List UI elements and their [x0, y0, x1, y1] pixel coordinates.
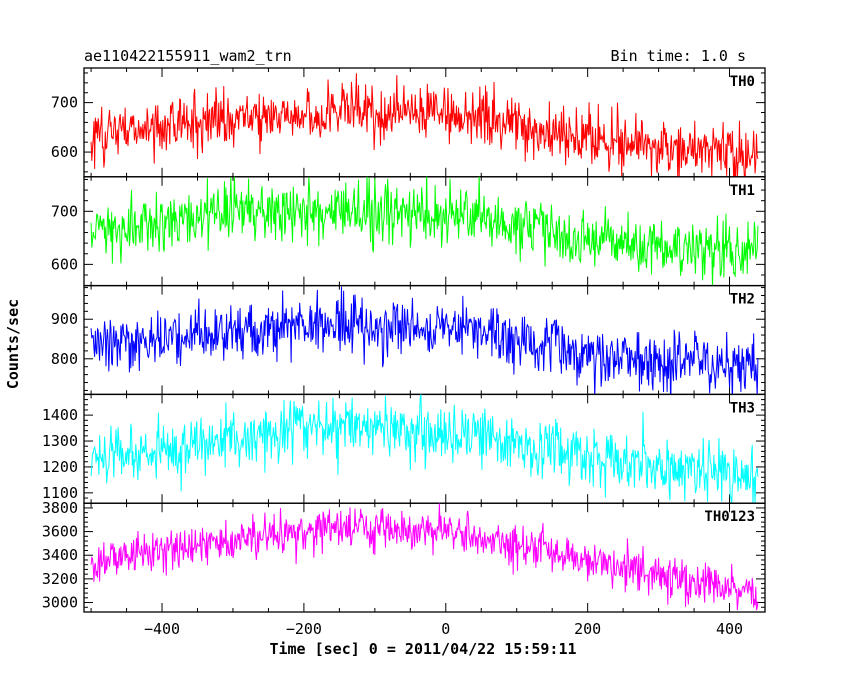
y-tick-label: 900: [51, 310, 78, 328]
y-tick-label: 1200: [42, 458, 78, 476]
y-tick-label: 3000: [42, 594, 78, 612]
series-label: TH1: [730, 183, 755, 199]
y-tick-label: 3200: [42, 570, 78, 588]
x-tick-label: 200: [574, 620, 601, 638]
y-tick-label: 1300: [42, 432, 78, 450]
x-axis: −400 −200 0 200 400: [144, 620, 743, 638]
y-tick-label: 600: [51, 255, 78, 273]
x-tick-label: 0: [441, 620, 450, 638]
series-line-th0123: [90, 503, 759, 611]
series-label: TH0123: [704, 509, 755, 525]
y-tick-label: 600: [51, 143, 78, 161]
series-line-th2: [90, 286, 759, 395]
y-tick-label: 700: [51, 94, 78, 112]
y-tick-label: 800: [51, 350, 78, 368]
x-axis-title: Time [sec] 0 = 2011/04/22 15:59:11: [269, 640, 576, 658]
series-label: TH3: [730, 400, 755, 416]
panels: 600700TH0600700TH1800900TH21100120013001…: [42, 67, 766, 613]
y-axis-title: Counts/sec: [4, 299, 22, 389]
y-tick-label: 1100: [42, 484, 78, 502]
series-line-th1: [90, 176, 759, 286]
x-tick-label: 400: [716, 620, 743, 638]
panel-th3: 1100 1200 1300 1400 TH3: [42, 393, 766, 504]
panel-th1: 600 700 TH1: [51, 176, 766, 287]
y-tick-label: 3600: [42, 523, 78, 541]
bin-time-label: Bin time: 1.0 s: [611, 47, 746, 65]
chart-title: ae110422155911_wam2_trn: [84, 47, 292, 65]
panel-th0: 600 700 TH0: [51, 67, 766, 178]
panel-frame: [83, 502, 766, 613]
x-tick-label: −200: [286, 620, 322, 638]
series-label: TH2: [730, 292, 755, 308]
series-label: TH0: [730, 74, 755, 90]
x-tick-label: −400: [144, 620, 180, 638]
y-tick-label: 1400: [42, 406, 78, 424]
panel-frame: [83, 176, 766, 287]
y-tick-label: 700: [51, 202, 78, 220]
y-tick-label: 3800: [42, 499, 78, 517]
series-line-th3: [90, 394, 759, 504]
y-tick-label: 3400: [42, 546, 78, 564]
series-line-th0: [90, 73, 759, 177]
panel-th0123: 3000 3200 3400 3600 3800 TH0123: [42, 499, 766, 613]
